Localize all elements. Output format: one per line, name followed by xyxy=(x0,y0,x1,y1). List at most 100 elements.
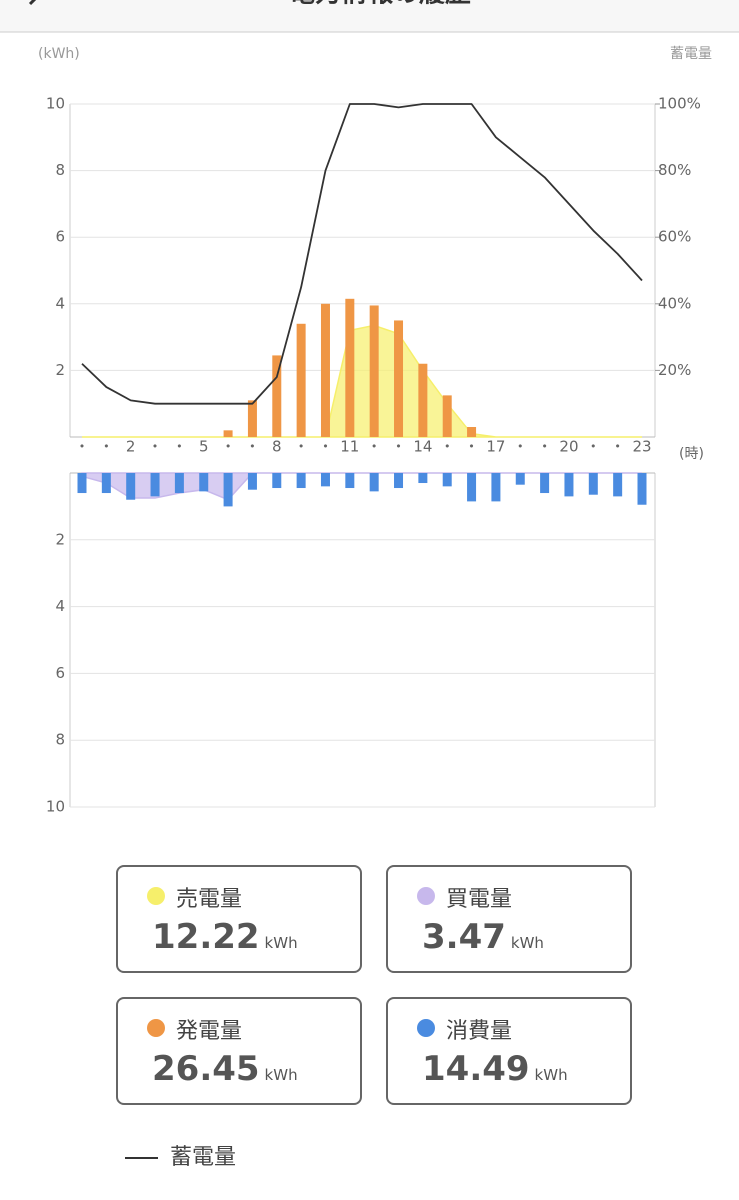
x-tick-label: ・ xyxy=(318,438,333,456)
x-tick-label: ・ xyxy=(586,438,601,456)
chart-area: 電力情報の履歴 (kWh) 蓄電量 (時) 2 4 6 8 10 20% 40% 60% 80%… xyxy=(0,0,739,816)
x-tick-label: 14 xyxy=(413,438,432,456)
x-tick-label: ・ xyxy=(391,438,406,456)
card-value-row: 14.49 kWh xyxy=(422,1049,568,1089)
header-bar xyxy=(0,0,739,32)
bar xyxy=(272,355,282,437)
x-tick-label: 11 xyxy=(340,438,359,456)
y-tick-label: 10 xyxy=(46,95,65,113)
x-tick-label: 17 xyxy=(486,438,505,456)
x-tick-label: 23 xyxy=(632,438,651,456)
y2-unit: 蓄電量 xyxy=(670,46,712,62)
bar xyxy=(296,323,306,437)
y-tick-label: 10 xyxy=(46,798,65,816)
x-tick-label: 8 xyxy=(272,438,282,456)
bar xyxy=(199,473,209,492)
y-tick-label: 2 xyxy=(55,361,65,379)
bar xyxy=(369,305,379,437)
card-value-row: 3.47 kWh xyxy=(422,917,544,957)
y2-tick-label: 60% xyxy=(658,228,691,246)
color-dot xyxy=(417,1019,435,1037)
bar xyxy=(345,473,355,489)
bar xyxy=(247,473,257,490)
card-value: 3.47 xyxy=(422,917,506,957)
bar xyxy=(418,363,428,437)
bar xyxy=(491,473,501,502)
legend-label: 蓄電量 xyxy=(170,1145,236,1170)
bar xyxy=(564,473,574,497)
bar xyxy=(223,430,233,437)
color-dot xyxy=(147,887,165,905)
bar xyxy=(150,473,160,497)
bar xyxy=(637,473,647,505)
card-value: 26.45 xyxy=(152,1049,260,1089)
y2-tick-label: 100% xyxy=(658,95,701,113)
bar xyxy=(613,473,623,497)
bar xyxy=(77,473,87,494)
bar xyxy=(272,473,282,489)
area xyxy=(81,472,642,501)
card-value: 12.22 xyxy=(152,917,260,957)
bar xyxy=(394,473,404,489)
summary-card: 売電量 12.22 kWh xyxy=(116,865,362,973)
x-tick-label: ・ xyxy=(99,438,114,456)
x-tick-label: ・ xyxy=(464,438,479,456)
y2-tick-label: 80% xyxy=(658,161,691,179)
y2-tick-label: 20% xyxy=(658,361,691,379)
x-unit: (時) xyxy=(679,446,704,462)
card-value-row: 26.45 kWh xyxy=(152,1049,298,1089)
bar xyxy=(101,473,111,494)
bar xyxy=(442,473,452,487)
y-tick-label: 2 xyxy=(55,530,65,548)
area xyxy=(82,324,642,438)
card-label: 買電量 xyxy=(446,887,513,912)
x-tick-label: ・ xyxy=(294,438,309,456)
x-tick-label: ・ xyxy=(367,438,382,456)
color-dot xyxy=(417,887,435,905)
x-tick-label: ・ xyxy=(74,438,89,456)
line xyxy=(81,103,643,405)
card-label: 消費量 xyxy=(446,1019,513,1044)
bar xyxy=(320,473,330,487)
y-tick-label: 4 xyxy=(55,597,65,615)
x-tick-label: ・ xyxy=(537,438,552,456)
bar xyxy=(588,473,598,495)
card-label: 売電量 xyxy=(176,887,243,912)
x-tick-label: ・ xyxy=(245,438,260,456)
bar xyxy=(418,473,428,484)
bar xyxy=(174,473,184,494)
back-arrow[interactable] xyxy=(28,0,40,6)
y-tick-label: 6 xyxy=(55,228,65,246)
y-tick-label: 4 xyxy=(55,294,65,312)
color-dot xyxy=(147,1019,165,1037)
bar xyxy=(442,395,452,437)
x-tick-label: 5 xyxy=(199,438,209,456)
header-title: 電力情報の履歴 xyxy=(289,0,471,9)
bar xyxy=(126,473,136,500)
card-unit: kWh xyxy=(510,934,544,952)
card-unit: kWh xyxy=(264,934,298,952)
x-tick-label: ・ xyxy=(148,438,163,456)
bar xyxy=(320,303,330,437)
y-tick-label: 8 xyxy=(55,731,65,749)
bar xyxy=(394,320,404,437)
bar xyxy=(467,473,477,502)
bar xyxy=(247,400,257,437)
x-tick-label: ・ xyxy=(440,438,455,456)
x-tick-label: 20 xyxy=(559,438,578,456)
bar xyxy=(467,427,477,437)
card-value-row: 12.22 kWh xyxy=(152,917,298,957)
summary-card: 発電量 26.45 kWh xyxy=(116,997,362,1105)
x-tick-label: ・ xyxy=(610,438,625,456)
x-tick-label: ・ xyxy=(221,438,236,456)
y2-tick-label: 40% xyxy=(658,294,691,312)
bar xyxy=(345,298,355,437)
y-tick-label: 8 xyxy=(55,161,65,179)
card-value: 14.49 xyxy=(422,1049,530,1089)
y-tick-label: 6 xyxy=(55,664,65,682)
card-label: 発電量 xyxy=(176,1019,243,1044)
summary-card: 買電量 3.47 kWh xyxy=(386,865,632,973)
legend: 蓄電量 xyxy=(125,1145,236,1170)
card-unit: kWh xyxy=(534,1066,568,1084)
